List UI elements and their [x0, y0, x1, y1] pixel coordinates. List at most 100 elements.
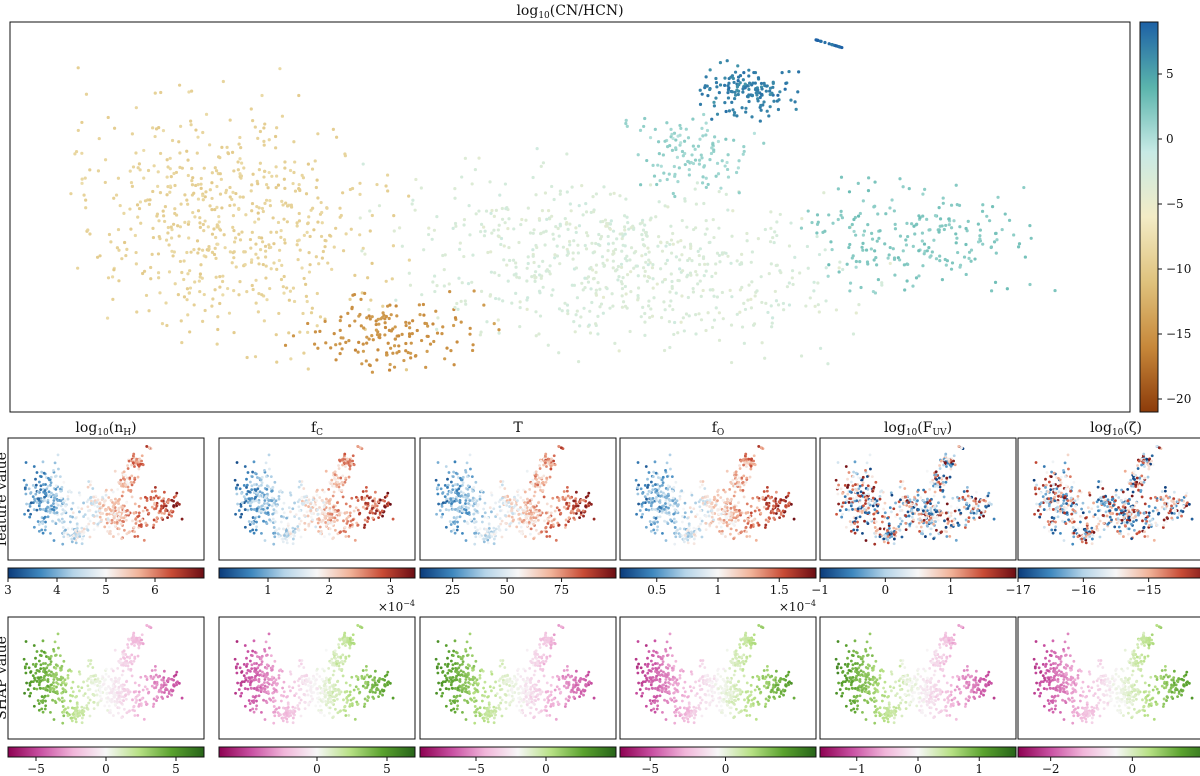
data-point	[767, 516, 771, 520]
feature-panel-2: T25 50 75	[419, 420, 617, 597]
data-point	[612, 191, 616, 195]
data-point	[817, 310, 821, 314]
data-point	[651, 163, 655, 167]
colorbar-tick-label: 3	[4, 583, 12, 597]
data-point	[694, 527, 698, 531]
data-point	[643, 495, 647, 499]
data-point	[510, 502, 513, 506]
data-point	[594, 322, 598, 326]
data-point	[667, 502, 670, 505]
data-point	[135, 310, 139, 314]
data-point	[356, 523, 360, 527]
data-point	[533, 490, 537, 494]
data-point	[114, 501, 118, 505]
data-point	[862, 491, 865, 495]
data-point	[239, 504, 243, 508]
data-point	[328, 233, 332, 237]
data-point	[617, 349, 621, 353]
data-point	[671, 489, 674, 493]
data-point	[673, 526, 677, 529]
colorbar-tick-label: 0.5	[647, 583, 666, 597]
data-point	[344, 340, 348, 344]
data-point	[682, 540, 686, 544]
data-point	[700, 535, 704, 539]
data-point	[835, 512, 838, 516]
data-point	[598, 237, 603, 241]
data-point	[213, 166, 217, 170]
data-point	[62, 531, 66, 535]
data-point	[359, 297, 363, 301]
data-point	[410, 332, 414, 336]
data-point	[659, 267, 663, 271]
data-point	[289, 357, 293, 361]
data-point	[104, 499, 107, 503]
data-point	[277, 527, 281, 531]
data-point	[386, 189, 390, 193]
data-point	[881, 514, 884, 518]
data-point	[114, 193, 119, 197]
data-point	[730, 90, 734, 94]
data-point	[168, 190, 172, 194]
data-point	[453, 508, 457, 511]
data-point	[298, 330, 302, 334]
data-point	[737, 159, 741, 163]
data-point	[656, 507, 660, 511]
data-point	[866, 188, 871, 193]
data-point	[306, 162, 310, 166]
data-point	[366, 504, 370, 508]
data-point	[640, 218, 645, 222]
data-point	[255, 520, 258, 524]
data-point	[281, 537, 285, 541]
data-point	[749, 504, 753, 508]
data-point	[375, 358, 379, 362]
data-point	[471, 499, 475, 503]
data-point	[88, 519, 92, 523]
data-point	[434, 309, 438, 313]
data-point	[232, 330, 236, 335]
data-point	[234, 265, 238, 269]
data-point	[462, 218, 467, 222]
data-point	[862, 229, 867, 233]
data-point	[528, 532, 532, 536]
data-point	[576, 243, 580, 247]
data-point	[379, 498, 382, 502]
data-point	[350, 462, 353, 466]
data-point	[483, 229, 487, 233]
data-point	[393, 325, 397, 329]
data-point	[659, 164, 663, 168]
data-point	[478, 527, 482, 531]
data-point	[472, 485, 476, 489]
data-point	[70, 507, 73, 511]
data-point	[354, 506, 358, 510]
data-point	[196, 182, 200, 187]
data-point	[767, 114, 771, 118]
data-point	[332, 484, 336, 488]
data-point	[566, 309, 570, 313]
data-point	[703, 502, 707, 506]
data-point	[202, 229, 206, 233]
data-point	[112, 268, 116, 272]
data-point	[714, 174, 718, 178]
data-point	[732, 111, 737, 115]
data-point	[118, 482, 122, 486]
data-point	[232, 169, 236, 173]
data-point	[444, 508, 448, 511]
data-point	[300, 173, 304, 177]
data-point	[873, 249, 877, 253]
data-point	[266, 506, 269, 510]
data-point	[210, 208, 214, 212]
data-point	[938, 259, 942, 263]
data-point	[698, 247, 702, 251]
data-point	[164, 238, 169, 242]
data-point	[34, 483, 38, 487]
data-point	[431, 280, 435, 284]
data-point	[776, 107, 781, 112]
data-point	[348, 324, 352, 328]
data-point	[455, 495, 458, 499]
data-point	[141, 463, 145, 467]
data-point	[230, 261, 234, 265]
data-point	[68, 520, 72, 524]
data-point	[88, 483, 92, 487]
data-point	[518, 300, 522, 304]
data-point	[443, 483, 447, 487]
